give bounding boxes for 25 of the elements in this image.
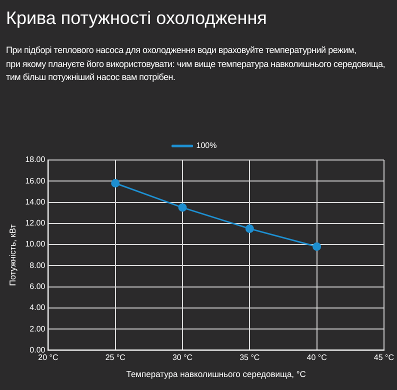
chart-subtitle: При підборі теплового насоса для охолодження води враховуйте температурний режим, при якому плануєте його використовувати: чим вище температура навколишнього середовища, тим більш потужніший насос вам потрібен. (6, 44, 386, 84)
point (312, 242, 322, 251)
y-tick-label: 10.00 (25, 240, 46, 249)
point (111, 178, 120, 188)
point (178, 203, 187, 212)
y-tick-label: 14.00 (25, 197, 46, 206)
y-tick-label: 8.00 (30, 260, 46, 270)
x-tick-label: 40 °C (306, 353, 328, 362)
y-tick-label: 12.00 (25, 218, 46, 228)
y-tick-label: 16.00 (25, 176, 46, 186)
x-tick-label: 45 °C (374, 353, 394, 362)
x-tick-label: 30 °C (172, 353, 193, 362)
y-tick-label: 4.00 (30, 303, 46, 312)
y-axis-title: Потужність, кВт (7, 224, 18, 286)
x-axis-title: Температура навколишнього середовища, °C (126, 369, 306, 380)
x-tick-label: 35 °C (240, 353, 260, 362)
y-tick-label: 2.00 (30, 324, 46, 334)
chart-title: Крива потужності охолодження (6, 8, 267, 29)
x-tick-label: 25 °C (105, 353, 126, 362)
y-tick-label: 18.00 (25, 155, 46, 164)
y-tick-label: 0.00 (30, 345, 46, 354)
y-tick-label: 6.00 (30, 282, 46, 292)
legend-label: 100% (196, 141, 217, 150)
point (245, 224, 254, 233)
x-tick-label: 20 °C (38, 353, 58, 362)
